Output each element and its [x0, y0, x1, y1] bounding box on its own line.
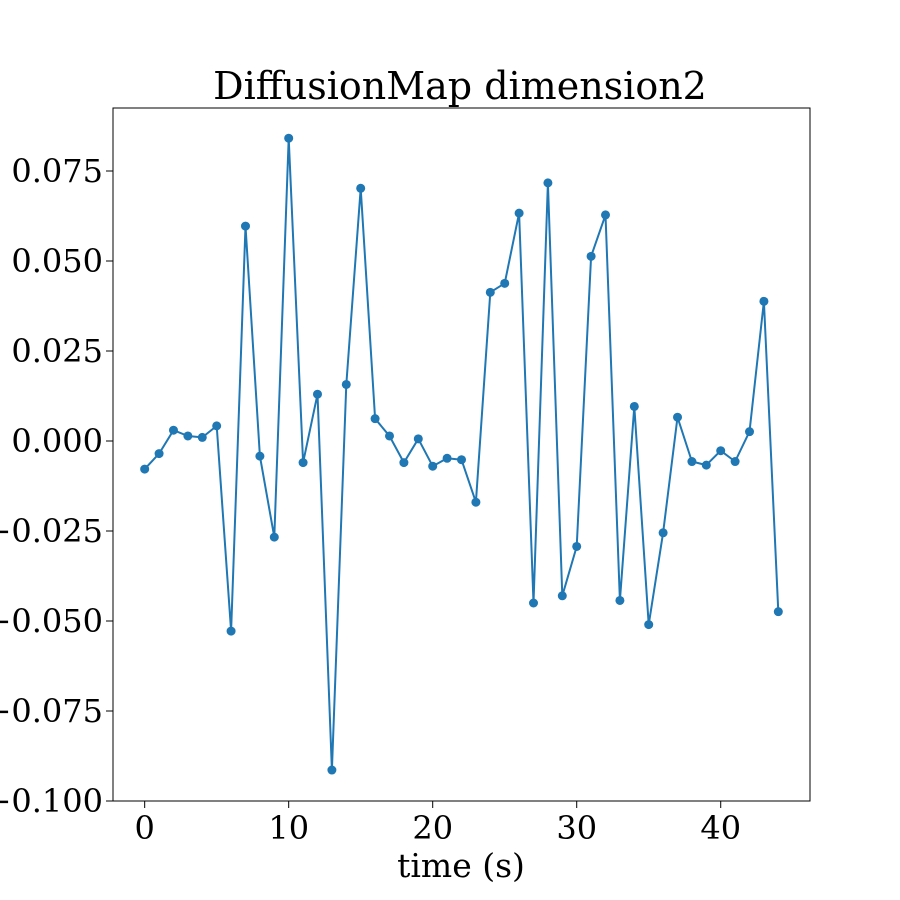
data-point: [399, 458, 409, 468]
data-point: [384, 431, 394, 441]
data-point: [529, 598, 539, 608]
data-point: [773, 607, 783, 617]
plot-area-frame: [112, 107, 811, 802]
data-point: [327, 765, 337, 775]
data-point: [255, 451, 265, 461]
data-point: [197, 432, 207, 442]
data-point: [586, 251, 596, 261]
data-point: [356, 183, 366, 193]
data-point: [658, 528, 668, 538]
data-point: [687, 457, 697, 467]
series-line: [143, 137, 780, 771]
y-tick-label: −0.050: [0, 602, 103, 640]
data-point: [168, 425, 178, 435]
x-tick-label: 20: [412, 809, 453, 847]
data-point: [226, 626, 236, 636]
y-axis: −0.100 −0.075 −0.050 −0.025 0.000 0.025 0.050 0…: [0, 152, 113, 820]
data-point: [572, 541, 582, 551]
y-tick-label: −0.100: [0, 782, 103, 820]
data-point: [629, 401, 639, 411]
x-tick-label: 10: [268, 809, 309, 847]
data-points: [140, 133, 783, 775]
data-point: [370, 414, 380, 424]
data-point: [514, 208, 524, 218]
data-point: [543, 178, 553, 188]
y-tick-label: −0.025: [0, 512, 103, 550]
data-point: [500, 278, 510, 288]
y-tick-label: −0.075: [0, 692, 103, 730]
data-point: [183, 431, 193, 441]
data-point: [240, 221, 250, 231]
x-axis: 0 10 20 30 40: [135, 801, 741, 847]
data-point: [212, 421, 222, 431]
data-point: [298, 458, 308, 468]
data-point: [615, 595, 625, 605]
y-tick-label: 0.000: [11, 422, 103, 460]
data-point: [154, 449, 164, 459]
data-point: [442, 453, 452, 463]
data-point: [673, 412, 683, 422]
x-tick-label: 0: [135, 809, 155, 847]
data-point: [457, 455, 466, 465]
x-axis-label: time (s): [397, 846, 525, 885]
y-tick-label: 0.050: [11, 242, 103, 280]
data-point: [428, 461, 438, 471]
data-point: [341, 379, 351, 389]
data-point: [716, 446, 726, 456]
data-point: [745, 427, 755, 437]
data-point: [759, 296, 769, 306]
x-tick-label: 30: [556, 809, 597, 847]
data-point: [485, 287, 495, 297]
data-point: [312, 389, 322, 399]
data-point: [269, 532, 279, 542]
data-point: [557, 591, 567, 601]
data-point: [140, 464, 150, 474]
data-point: [730, 457, 740, 467]
data-point: [284, 133, 294, 143]
x-tick-label: 40: [700, 809, 741, 847]
data-point: [413, 434, 423, 444]
data-point: [601, 210, 611, 220]
data-point: [644, 620, 654, 630]
data-point: [471, 497, 481, 507]
data-point: [701, 460, 711, 470]
y-tick-label: 0.025: [11, 332, 103, 370]
chart-title: DiffusionMap dimension2: [213, 64, 707, 108]
y-tick-label: 0.075: [11, 152, 103, 190]
